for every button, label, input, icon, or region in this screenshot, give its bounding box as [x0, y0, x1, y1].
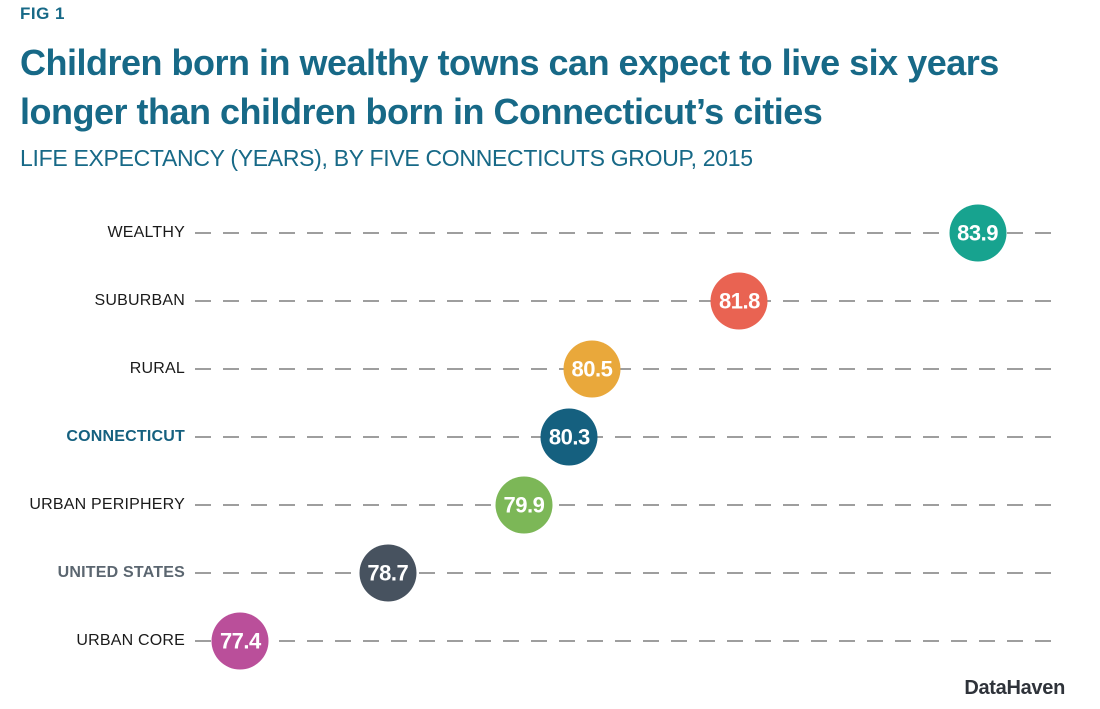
data-point-value: 80.5 [571, 356, 613, 381]
data-point-value: 83.9 [957, 220, 998, 245]
row-label-urban-core: URBAN CORE [76, 632, 185, 649]
row-label-wealthy: WEALTHY [107, 224, 185, 241]
figure-title-line-1: Children born in wealthy towns can expec… [20, 42, 999, 83]
gridline [195, 232, 1057, 234]
data-point-value: 78.7 [367, 560, 409, 585]
data-point-connecticut: 80.3 [540, 408, 598, 466]
row-label-urban-periphery: URBAN PERIPHERY [29, 496, 185, 513]
source-credit: DataHaven [964, 677, 1065, 699]
figure-subtitle: LIFE EXPECTANCY (YEARS), BY FIVE CONNECT… [20, 145, 753, 171]
row-label-connecticut: CONNECTICUT [66, 428, 185, 445]
figure-title-line-2: longer than children born in Connecticut… [20, 91, 823, 132]
data-point-suburban: 81.8 [710, 272, 768, 330]
figure-number: FIG 1 [20, 4, 66, 23]
data-point-value: 79.9 [503, 492, 545, 517]
gridline [195, 368, 1057, 370]
data-point-value: 81.8 [718, 288, 760, 313]
data-point-urban-periphery: 79.9 [495, 476, 553, 534]
data-point-urban-core: 77.4 [211, 612, 269, 670]
gridline [195, 572, 1057, 574]
data-point-rural: 80.5 [563, 340, 621, 398]
data-point-value: 77.4 [219, 628, 261, 653]
gridline [195, 640, 1057, 642]
gridline [195, 300, 1057, 302]
figure-header: FIG 1 Children born in wealthy towns can… [20, 4, 999, 172]
row-label-rural: RURAL [129, 360, 185, 377]
row-label-united-states: UNITED STATES [57, 564, 185, 581]
gridline [195, 504, 1057, 506]
data-point-value: 80.3 [548, 424, 590, 449]
gridline [195, 436, 1057, 438]
data-point-united-states: 78.7 [359, 544, 417, 602]
row-label-suburban: SUBURBAN [94, 292, 185, 309]
figure-title: Children born in wealthy towns can expec… [20, 38, 999, 136]
data-point-wealthy: 83.9 [949, 204, 1007, 262]
